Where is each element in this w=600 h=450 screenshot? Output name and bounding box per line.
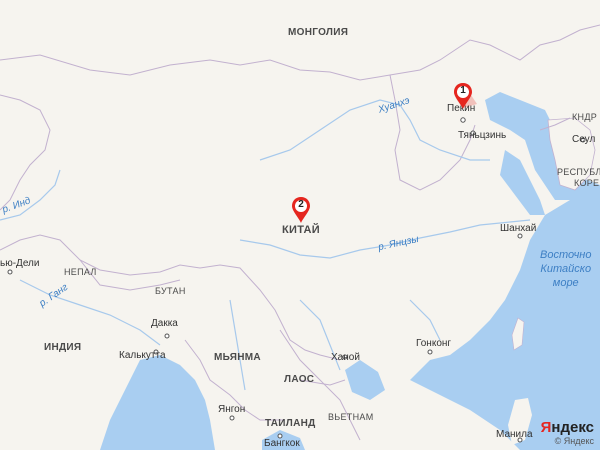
city-label-seoul: Сеул [572,134,596,145]
country-label-india: ИНДИЯ [44,342,82,353]
city-label-new-delhi: ью-Дели [0,258,40,269]
country-label-nepal: НЕПАЛ [64,267,97,277]
yandex-logo: Яндекс [540,419,594,436]
sea-label-east-china-sea: Восточно Китайско море [540,248,591,290]
country-label-laos: ЛАОС [284,374,315,385]
country-label-china: КИТАЙ [282,224,320,236]
city-label-bangkok: Бангкок [264,438,300,449]
map-pin-icon [292,197,310,223]
city-label-dhaka: Дакка [151,318,178,329]
country-label-mongolia: МОНГОЛИЯ [288,27,349,38]
city-label-hanoi: Ханой [331,352,360,363]
city-label-hong-kong: Гонконг [416,338,452,349]
map-marker-1[interactable]: 1 [453,82,483,116]
country-label-korea: КОРЕЯ [574,178,600,188]
city-label-manila: Манила [496,429,533,440]
sea-label-line-3: море [552,277,579,289]
country-label-dprk: КНДР [572,112,598,122]
country-label-myanmar: МЬЯНМА [214,352,261,363]
country-label-bhutan: БУТАН [155,286,186,296]
map-attribution[interactable]: Яндекс © Яндекс [541,419,594,446]
country-label-vietnam: ВЬЕТНАМ [328,412,374,422]
city-label-yangon: Янгон [218,404,246,415]
map-marker-number: 1 [460,85,466,96]
city-label-kolkata: Калькутта [119,350,166,361]
country-label-thailand: ТАИЛАНД [265,418,316,429]
country-label-republic: РЕСПУБЛИКА [557,167,600,177]
city-label-tianjin: Тяньцзинь [458,130,507,141]
map-marker-2[interactable]: 2 [291,196,321,230]
sea-label-line-2: Китайско [540,263,592,275]
city-label-shanghai: Шанхай [500,223,537,234]
city-label-beijing: Пекин [447,103,476,114]
map-marker-number: 2 [298,199,304,210]
sea-label-line-1: Восточно [540,249,592,261]
copyright-text: © Яндекс [554,436,594,446]
map-pin-icon [454,83,477,109]
